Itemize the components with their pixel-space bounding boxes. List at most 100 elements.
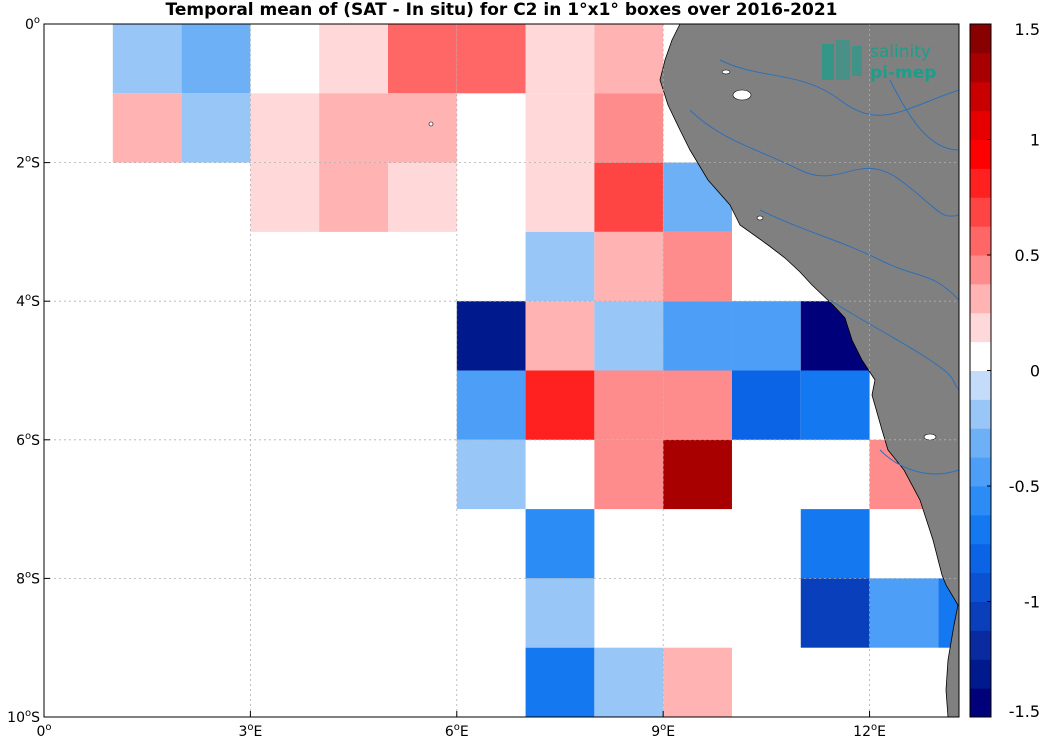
colorbar-segment [970,139,991,169]
colorbar-segment [970,457,991,487]
y-tick-label: 6oS [16,431,40,449]
colorbar-segment [970,428,991,458]
colorbar-segment [970,688,991,718]
colorbar-tick-label: 0.5 [1015,246,1040,265]
heatmap-cell [387,24,457,94]
heatmap-cell [387,93,457,163]
x-tick-label: 9oE [651,722,675,740]
heatmap-cell [456,439,526,510]
plot-frame [43,23,960,718]
heatmap-cell [525,162,595,232]
colorbar-segment [970,572,991,602]
heatmap-cell [594,647,664,717]
heatmap-cell [594,93,664,163]
colorbar-segment [970,543,991,574]
map-title: Temporal mean of (SAT - In situ) for C2 … [165,0,838,20]
colorbar-segment [970,110,991,140]
colorbar-segment [970,81,991,112]
y-tick-label: 2oS [16,154,40,172]
heatmap-cell [594,162,664,232]
colorbar-segment [970,52,991,83]
colorbar-segment [970,341,991,371]
heatmap-cell [663,370,732,440]
colorbar-segment [970,255,991,285]
colorbar-tick-label: 1.5 [1015,20,1040,39]
river [719,59,959,116]
islands [428,69,937,441]
colorbar-segment [970,399,991,429]
x-tick-label: 0o [36,722,51,740]
heatmap-cell [319,24,388,94]
colorbar-tick-label: -1 [1024,593,1040,612]
heatmap-cell [112,24,182,94]
heatmap-cell [525,370,595,440]
y-tick-label: 10oS [7,708,40,726]
colorbar-segment [970,370,991,400]
colorbar-segment [970,312,991,343]
heatmap-cell [181,24,251,94]
colorbar-segment [970,486,991,516]
heatmap-cell [594,231,664,302]
heatmap-cell [594,370,664,440]
heatmap-cell [456,301,526,371]
heatmap-cell [525,301,595,371]
colorbar-tick-label: -1.5 [1009,702,1040,721]
heatmap-cell [731,301,801,371]
heatmap-cell [456,24,526,94]
colorbar-segment [970,24,991,54]
heatmap-cell [663,301,732,371]
heatmap-cell [594,301,664,371]
colorbar-segment [970,226,991,256]
colorbar-segment [970,630,991,660]
heatmap-cell [800,370,870,440]
heatmap-cell [525,231,595,302]
heatmap-cell [319,93,388,163]
river [689,109,959,217]
x-tick-label: 12oE [853,722,886,740]
colorbar-segment [970,514,991,545]
heatmap-cell [663,231,732,302]
colorbar-segment [970,197,991,227]
salinity-pi-mep-logo: salinity pi-mep [822,40,936,83]
heatmap-cell [525,578,595,648]
heatmap-cell [731,370,801,440]
colorbar-tick-label: -0.5 [1009,477,1040,496]
river [889,79,959,151]
heatmap-cell [800,509,870,579]
heatmap-cell [525,509,595,579]
heatmap-cell [594,24,664,94]
heatmap-cell [663,647,732,717]
river [829,299,959,391]
land-mass [659,24,959,717]
heatmap-cell [319,162,388,232]
colorbar-segment [970,659,991,689]
colorbar-tick-label: 0 [1030,362,1040,381]
heatmap-cell [800,578,870,648]
heatmap-cell [387,162,457,232]
river [759,209,959,301]
heatmap-cell [525,93,595,163]
colorbar-segment [970,168,991,198]
svg-text:salinity: salinity [870,42,931,62]
heatmap-cell [594,439,664,510]
y-tick-label: 8oS [16,569,40,587]
svg-text:pi-mep: pi-mep [870,63,936,83]
heatmap-cell [181,93,251,163]
heatmap-cell [250,93,320,163]
colorbar-segment [970,283,991,314]
heatmap-cell [250,162,320,232]
heatmap-cell [112,93,182,163]
x-tick-label: 6oE [445,722,469,740]
heatmap-cell [525,24,595,94]
x-tick-label: 3oE [238,722,262,740]
heatmap-cell [525,647,595,717]
river [879,449,959,475]
y-tick-label: 4oS [16,292,40,310]
heatmap-cell [456,370,526,440]
heatmap-cell [869,578,939,648]
y-tick-label: 0o [25,15,40,33]
heatmap-cell [663,439,732,510]
colorbar-segment [970,601,991,631]
colorbar-tick-label: 1 [1030,131,1040,150]
